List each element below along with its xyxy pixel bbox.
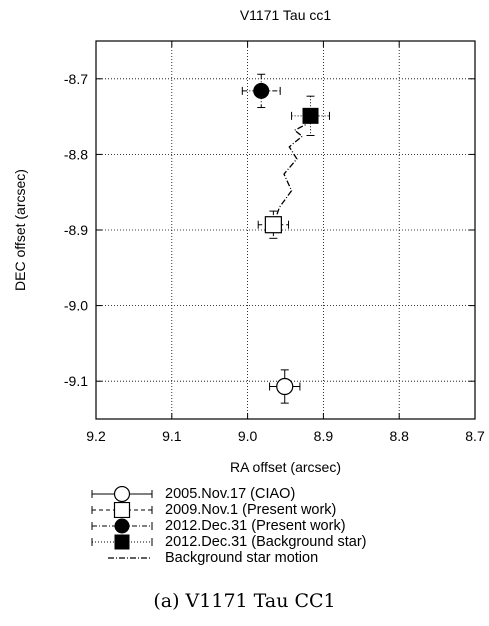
- legend-marker-open-circle: [91, 486, 153, 502]
- marker-filled-circle: [253, 82, 270, 99]
- legend-label: 2012.Dec.31 (Present work): [165, 518, 346, 534]
- chart: V1171 Tau cc1 9.2 9.1 9.0 8.9 8.8 8.7 -8.7 -8.8 -…: [12, 7, 485, 475]
- data-point-filled-circle: [241, 73, 281, 109]
- y-tick-label: -9.1: [64, 373, 88, 389]
- data-point-open-circle: [269, 369, 301, 404]
- legend-marker-filled-square: [91, 534, 153, 550]
- legend-marker-filled-circle: [91, 518, 153, 534]
- legend-entry-2009: 2009.Nov.1 (Present work): [90, 502, 470, 518]
- chart-title: V1171 Tau cc1: [240, 7, 332, 23]
- legend-entry-ciao: 2005.Nov.17 (CIAO): [90, 486, 470, 502]
- x-tick-label: 8.7: [465, 428, 485, 444]
- legend-entry-2012-background: 2012.Dec.31 (Background star): [90, 534, 470, 550]
- y-tick-label: -8.9: [64, 222, 88, 238]
- y-axis-label: DEC offset (arcsec): [12, 169, 28, 291]
- data-point-filled-square: [291, 95, 330, 136]
- legend: 2005.Nov.17 (CIAO) 2009.Nov.1 (Present w…: [90, 486, 470, 566]
- data-point-open-square: [257, 210, 290, 239]
- legend-label: Background star motion: [165, 550, 319, 566]
- figure-caption: (a) V1171 Tau CC1: [153, 590, 336, 612]
- x-tick-label: 8.8: [389, 428, 409, 444]
- x-tick-label: 8.9: [314, 428, 334, 444]
- legend-entry-motion: Background star motion: [90, 550, 470, 566]
- legend-label: 2005.Nov.17 (CIAO): [165, 486, 296, 502]
- legend-label: 2012.Dec.31 (Background star): [165, 534, 367, 550]
- legend-label: 2009.Nov.1 (Present work): [165, 502, 337, 518]
- marker-open-square: [264, 216, 282, 234]
- background-star-motion-line: [272, 115, 312, 225]
- x-tick-label: 9.0: [238, 428, 258, 444]
- x-tick-label: 9.1: [162, 428, 182, 444]
- x-axis-label: RA offset (arcsec): [230, 459, 341, 475]
- marker-open-circle: [276, 377, 294, 396]
- y-tick-label: -8.8: [64, 146, 88, 162]
- y-tick-label: -8.7: [64, 71, 88, 87]
- legend-marker-open-square: [91, 502, 153, 518]
- y-tick-label: -9.0: [64, 298, 88, 314]
- marker-filled-square: [302, 107, 319, 124]
- legend-line-motion: [108, 557, 152, 559]
- legend-entry-2012-present: 2012.Dec.31 (Present work): [90, 518, 470, 534]
- x-tick-label: 9.2: [86, 428, 106, 444]
